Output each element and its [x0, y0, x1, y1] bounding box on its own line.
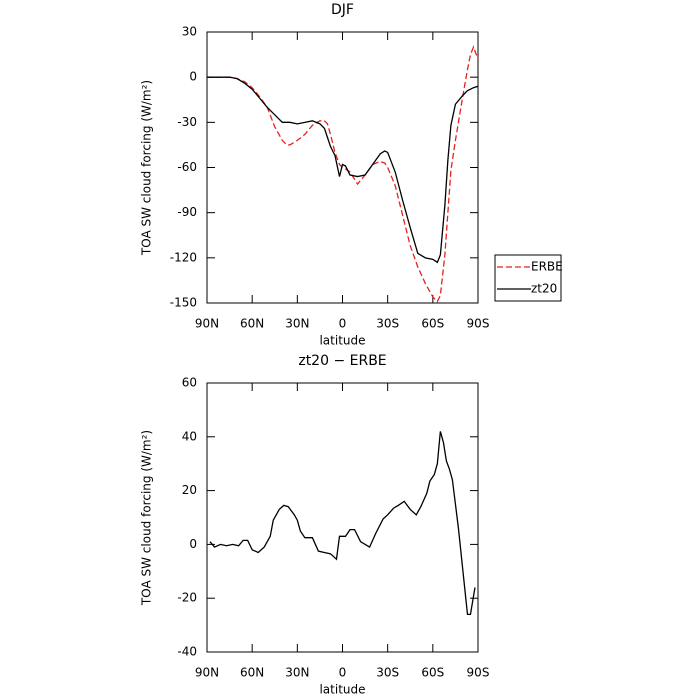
- y-axis-label: TOA SW cloud forcing (W/m²): [140, 430, 154, 606]
- chart-title: DJF: [331, 2, 354, 18]
- x-axis-label: latitude: [319, 683, 365, 697]
- y-tick-label: 20: [182, 483, 197, 497]
- x-tick-label: 90S: [467, 666, 490, 680]
- y-tick-label: 30: [182, 25, 197, 39]
- y-tick-label: -90: [177, 205, 197, 219]
- y-tick-label: -150: [170, 296, 197, 310]
- y-tick-label: -30: [177, 115, 197, 129]
- y-tick-label: -40: [177, 645, 197, 659]
- x-axis-label: latitude: [319, 334, 365, 348]
- y-tick-label: 0: [189, 70, 197, 84]
- x-tick-label: 30S: [376, 666, 399, 680]
- x-tick-label: 30S: [376, 317, 399, 331]
- x-tick-label: 60S: [421, 317, 444, 331]
- x-tick-label: 30N: [285, 666, 309, 680]
- data-line: [207, 76, 479, 264]
- x-tick-label: 90S: [467, 317, 490, 331]
- y-tick-label: -120: [170, 250, 197, 264]
- x-tick-label: 90N: [195, 317, 219, 331]
- x-tick-label: 0: [339, 666, 347, 680]
- x-tick-label: 90N: [195, 666, 219, 680]
- data-line: [209, 431, 476, 615]
- y-tick-label: -20: [177, 591, 197, 605]
- x-tick-label: 30N: [285, 317, 309, 331]
- x-tick-label: 60N: [240, 666, 264, 680]
- y-axis-label: TOA SW cloud forcing (W/m²): [140, 80, 154, 256]
- plot-frame: [206, 382, 479, 653]
- y-tick-label: -60: [177, 160, 197, 174]
- x-tick-label: 0: [339, 317, 347, 331]
- legend-label: ERBE: [531, 260, 563, 274]
- x-tick-label: 60N: [240, 317, 264, 331]
- y-tick-label: 60: [182, 376, 197, 390]
- y-tick-label: 40: [182, 429, 197, 443]
- x-tick-label: 60S: [421, 666, 444, 680]
- y-tick-label: 0: [189, 537, 197, 551]
- legend-box: [494, 254, 562, 302]
- legend-label: zt20: [531, 282, 557, 296]
- chart-title: zt20 − ERBE: [298, 353, 386, 369]
